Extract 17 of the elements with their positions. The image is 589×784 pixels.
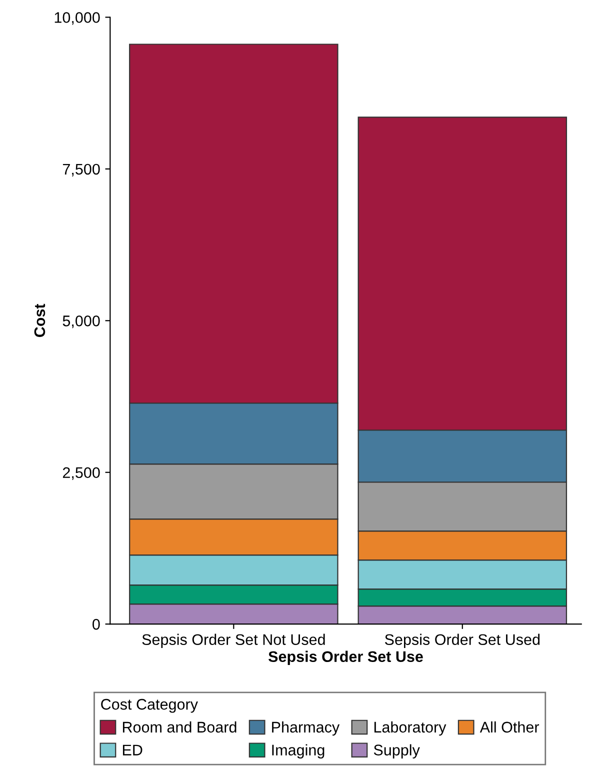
y-tick-label: 5,000 [62,316,100,328]
y-tick-label: 0 [92,618,100,630]
x-tick-label: Sepsis Order Set Not Used [142,634,325,648]
legend-title: Cost Category [101,698,198,713]
y-tick-label: 10,000 [54,12,100,25]
legend-label: Laboratory [374,721,446,736]
legend-label: Supply [374,744,420,758]
legend-label: ED [122,744,142,756]
x-axis-title: Sepsis Order Set Use [268,650,423,666]
x-tick-label: Sepsis Order Set Used [384,634,540,648]
y-tick-label: 2,500 [62,467,100,480]
y-tick-label: 7,500 [62,164,100,176]
legend-label: Pharmacy [272,721,340,736]
y-axis-title: Cost [34,304,46,337]
legend-label: Room and Board [122,721,236,733]
legend-label: Imaging [272,744,324,758]
legend-label: All Other [480,721,540,733]
